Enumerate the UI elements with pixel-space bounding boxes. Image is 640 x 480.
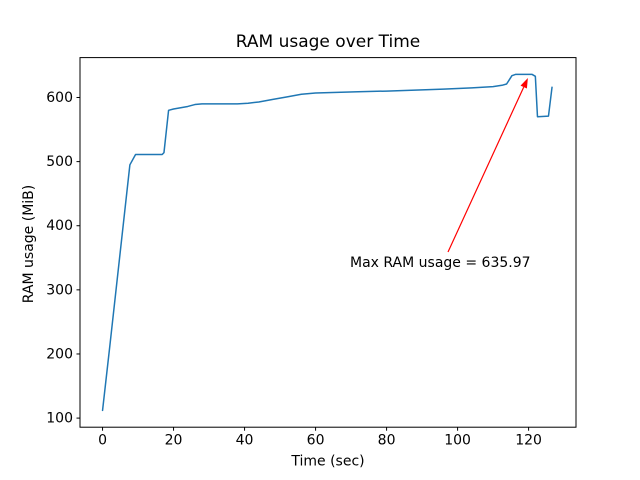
y-tick-label: 100	[46, 411, 73, 427]
plot-area: 0 20 40 60 80 100 120 100 200 300 400 500 600	[46, 57, 577, 449]
x-tick-label: 20	[165, 433, 183, 449]
x-tick-label: 60	[307, 433, 325, 449]
ram-usage-line	[101, 73, 553, 412]
y-tick-label: 300	[46, 282, 73, 298]
y-tick-label: 500	[46, 154, 73, 170]
x-axis-label: Time (sec)	[290, 454, 364, 470]
y-tick-label: 200	[46, 346, 73, 362]
y-tick-label: 600	[46, 90, 73, 106]
max-ram-annotation-text: Max RAM usage = 635.97	[350, 255, 531, 271]
x-tick-label: 120	[515, 433, 542, 449]
annotation-arrow-line	[447, 86, 525, 253]
axes-frame	[79, 57, 577, 428]
x-tick-label: 100	[444, 433, 471, 449]
y-axis-label: RAM usage (MiB)	[21, 185, 37, 303]
annotation-arrow-head	[520, 77, 528, 89]
x-tick-label: 40	[236, 433, 254, 449]
chart-title: RAM usage over Time	[236, 32, 420, 52]
y-tick-label: 400	[46, 218, 73, 234]
x-tick-label: 80	[378, 433, 396, 449]
x-tick-label: 0	[98, 433, 107, 449]
